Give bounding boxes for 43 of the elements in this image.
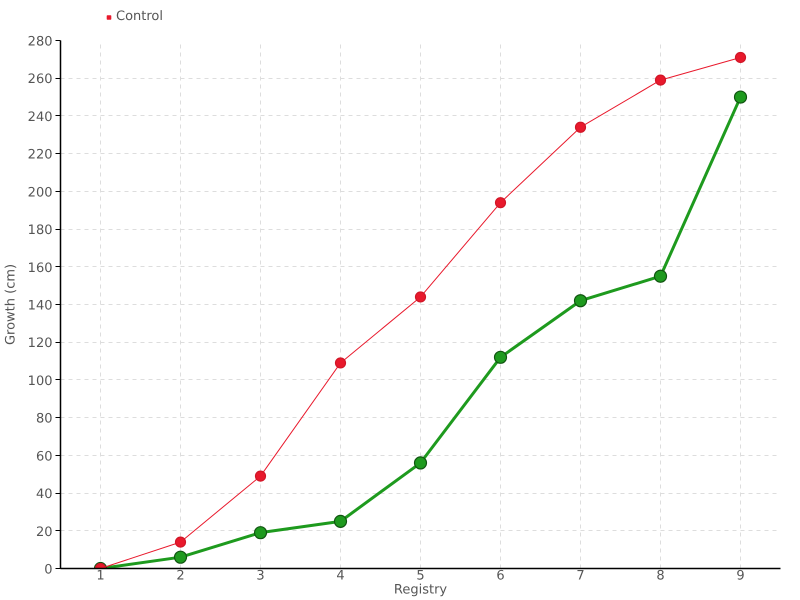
- y-tick-label: 200: [28, 185, 53, 200]
- x-tick-label: 2: [176, 568, 185, 584]
- y-tick-label: 280: [28, 34, 53, 50]
- x-tick-label: 6: [496, 568, 505, 584]
- point: [654, 270, 668, 283]
- x-tick-label: 9: [736, 568, 745, 584]
- y-tick-label: 160: [28, 260, 53, 276]
- point: [654, 74, 666, 86]
- x-axis-title: Registry: [394, 582, 448, 598]
- x-tick-label: 1: [96, 568, 105, 584]
- point: [574, 122, 586, 133]
- y-tick-label: 0: [44, 562, 53, 578]
- point: [254, 470, 266, 482]
- x-tick-label: 8: [656, 568, 665, 584]
- point: [174, 550, 188, 564]
- point: [494, 197, 506, 208]
- y-tick-label: 180: [28, 223, 53, 238]
- legend-label: Control: [116, 9, 163, 24]
- point: [734, 52, 746, 64]
- x-tick-label: 7: [576, 568, 585, 584]
- point: [414, 291, 426, 303]
- point: [734, 90, 748, 104]
- x-tick-label: 3: [256, 568, 265, 584]
- y-axis-title: Growth (cm): [4, 264, 19, 346]
- point: [574, 294, 588, 308]
- y-tick-label: 100: [28, 374, 53, 389]
- y-tick-label: 20: [36, 524, 53, 540]
- point: [414, 456, 428, 470]
- y-tick-label: 60: [36, 449, 53, 464]
- x-tick-label: 4: [336, 568, 345, 584]
- y-tick-label: 140: [28, 298, 53, 314]
- point: [334, 514, 348, 528]
- y-tick-label: 120: [28, 336, 53, 352]
- y-tick-label: 220: [28, 148, 53, 163]
- y-tick-label: 260: [28, 72, 53, 88]
- point: [494, 350, 508, 364]
- y-tick-label: 240: [28, 110, 53, 125]
- point: [174, 536, 186, 548]
- point: [254, 526, 268, 540]
- x-tick-label: 5: [416, 568, 425, 584]
- y-tick-label: 80: [36, 412, 53, 427]
- point: [334, 357, 346, 369]
- y-tick-label: 40: [36, 487, 53, 502]
